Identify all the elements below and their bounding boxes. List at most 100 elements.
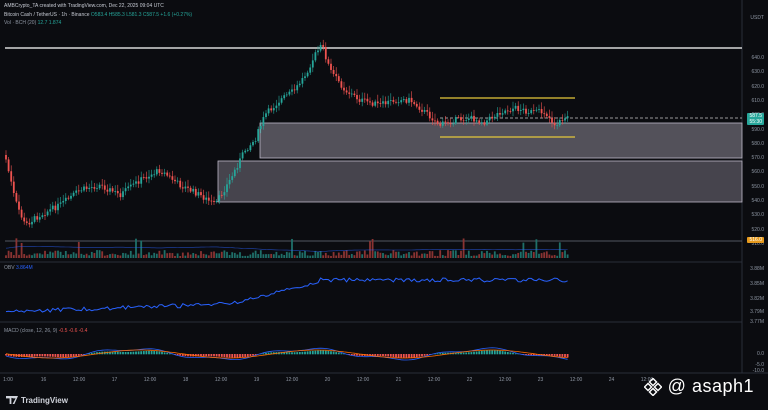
volume-bar	[522, 242, 525, 258]
volume-bar	[296, 255, 299, 258]
candle-body	[231, 176, 234, 180]
volume-bar	[280, 253, 283, 258]
volume-bar	[194, 253, 197, 258]
macd-histogram-bar	[210, 354, 213, 357]
volume-bar	[278, 255, 280, 258]
macd-histogram-bar	[31, 354, 33, 357]
candle-body	[293, 89, 296, 91]
demand-zone-upper[interactable]	[259, 122, 743, 159]
volume-bar	[285, 251, 288, 258]
candle-body	[532, 110, 535, 111]
symbol-legend[interactable]: Bitcoin Cash / TetherUS · 1h · Binance O…	[4, 12, 192, 18]
macd-histogram-bar	[44, 354, 46, 357]
macd-histogram-bar	[36, 354, 39, 357]
macd-histogram-bar	[527, 354, 530, 356]
volume-bar	[395, 251, 397, 258]
candle-body	[309, 67, 312, 73]
time-tick: 12:00	[356, 377, 370, 383]
macd-histogram-bar	[132, 351, 135, 355]
candle-body	[496, 113, 499, 117]
candle-body	[145, 177, 148, 179]
symbol-name: Bitcoin Cash / TetherUS · 1h · Binance	[4, 12, 90, 18]
volume-ma-line	[5, 246, 568, 252]
macd-histogram-bar	[512, 352, 514, 355]
volume-bar	[244, 255, 247, 258]
macd-histogram-bar	[148, 350, 150, 355]
volume-bar	[270, 253, 273, 258]
volume-bar	[369, 241, 371, 258]
candle-body	[327, 59, 330, 64]
candle-body	[259, 125, 262, 130]
macd-legend[interactable]: MACD (close, 12, 26, 9) -0.5 -0.6 -0.4	[4, 328, 87, 334]
volume-bar	[88, 255, 91, 258]
volume-bar	[158, 250, 161, 258]
candle-body	[70, 195, 72, 199]
candle-body	[514, 105, 517, 109]
volume-bar	[161, 254, 163, 258]
volume-bar	[135, 238, 137, 258]
tradingview-logo[interactable]: TradingView	[6, 396, 68, 405]
macd-histogram-bar	[478, 351, 481, 355]
candle-body	[314, 52, 317, 61]
candle-body	[545, 113, 548, 117]
volume-bar	[124, 253, 127, 258]
candle-body	[322, 44, 325, 47]
volume-bar	[90, 251, 93, 258]
macd-histogram-bar	[70, 354, 72, 357]
volume-bar	[322, 255, 325, 258]
candle-body	[155, 169, 158, 175]
volume-bar	[517, 252, 520, 258]
candle-body	[317, 50, 319, 53]
obv-legend[interactable]: OBV 3.864M	[4, 265, 33, 271]
candle-body	[439, 123, 442, 126]
macd-histogram-bar	[395, 354, 397, 358]
volume-bar	[413, 252, 416, 258]
candle-body	[374, 101, 377, 106]
volume-bar	[561, 252, 564, 258]
macd-histogram-bar	[389, 354, 392, 357]
candle-body	[556, 125, 559, 127]
candle-body	[465, 119, 468, 121]
candle-body	[226, 184, 228, 193]
volume-bar	[25, 255, 28, 258]
volume-bar	[545, 251, 548, 258]
volume-bar	[314, 250, 317, 258]
tradingview-brand: TradingView	[21, 395, 68, 405]
volume-bar	[418, 255, 421, 258]
macd-histogram-bar	[467, 352, 470, 355]
candle-body	[512, 108, 514, 112]
demand-zone-lower[interactable]	[217, 160, 743, 203]
macd-histogram-bar	[168, 353, 171, 355]
candle-body	[553, 122, 556, 126]
volume-bar	[348, 254, 351, 258]
candle-body	[119, 193, 122, 198]
volume-bar	[106, 255, 109, 258]
volume-bar	[246, 255, 249, 258]
macd-histogram-bar	[106, 351, 109, 355]
macd-histogram-bar	[280, 352, 283, 355]
macd-histogram-bar	[62, 354, 65, 358]
candle-body	[18, 201, 20, 210]
candle-body	[431, 118, 434, 121]
candlestick-series[interactable]	[5, 39, 569, 229]
macd-histogram-bar	[285, 352, 288, 355]
volume-bar	[353, 255, 356, 258]
macd-histogram-bar	[392, 354, 395, 358]
macd-histogram-bar	[460, 352, 462, 355]
candle-body	[189, 187, 192, 192]
volume-legend[interactable]: Vol · BCH (20) 12.7 1.874	[4, 20, 61, 26]
volume-bar	[525, 251, 527, 258]
macd-histogram-bar	[343, 353, 345, 355]
candle-body	[135, 181, 137, 184]
macd-histogram-bar	[111, 351, 114, 355]
candle-body	[148, 176, 150, 179]
candle-body	[88, 187, 91, 189]
candle-body	[540, 109, 543, 114]
current-price-value: 587.5	[749, 113, 762, 119]
candle-body	[207, 197, 210, 201]
macd-histogram-bar	[543, 354, 546, 356]
candle-body	[283, 95, 286, 99]
volume-bar	[405, 253, 408, 258]
macd-histogram-bar	[90, 352, 93, 355]
